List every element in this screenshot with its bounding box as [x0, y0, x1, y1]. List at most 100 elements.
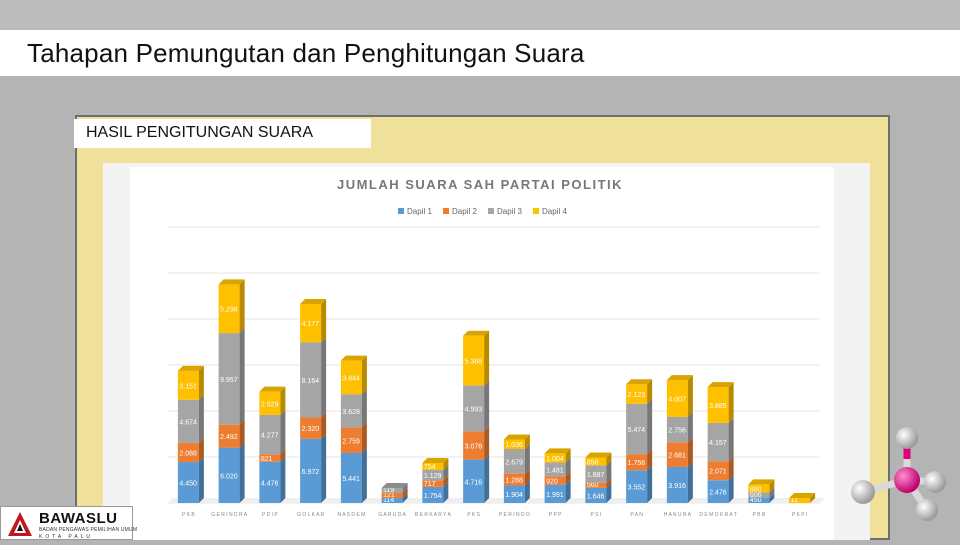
legend-swatch	[533, 208, 539, 214]
bar-segment	[748, 498, 770, 503]
top-strip	[0, 0, 960, 30]
data-label: 560	[587, 482, 599, 489]
bar-segment-side	[361, 422, 367, 453]
data-label: 3.628	[342, 409, 360, 416]
data-label: 3.076	[465, 443, 483, 450]
bar-segment	[748, 484, 770, 493]
bar-top	[626, 379, 653, 385]
data-label: 2.088	[179, 450, 197, 457]
data-label: 920	[546, 478, 558, 485]
bar-segment-side	[321, 412, 327, 439]
bar-segment-side	[687, 411, 693, 443]
bar-top	[340, 355, 367, 361]
data-label: 2.756	[668, 428, 686, 435]
bar-segment	[300, 303, 322, 343]
section-label: HASIL PENGITUNGAN SUARA	[86, 124, 314, 141]
data-label: 3.552	[628, 485, 646, 492]
data-label: 2.679	[505, 459, 523, 466]
bar-segment-side	[198, 457, 204, 503]
bar-segment-side	[198, 365, 204, 400]
bar-segment	[585, 487, 607, 503]
data-label: 1.288	[505, 478, 523, 485]
bar-segment	[422, 469, 444, 481]
data-label: 1.756	[628, 460, 646, 467]
bar-segment	[259, 391, 281, 415]
data-label: 1.887	[587, 472, 605, 479]
data-label: 5.441	[342, 476, 360, 483]
bar-segment	[259, 461, 281, 503]
data-label: 717	[424, 481, 436, 488]
bar-segment	[177, 462, 199, 503]
bar-top	[381, 483, 408, 488]
data-label: 2.681	[668, 453, 686, 460]
x-tick-label: D E M O K R A T	[699, 512, 736, 518]
bar-segment	[218, 333, 240, 425]
data-label: 3.885	[709, 403, 727, 410]
bar-segment-side	[687, 461, 693, 503]
bar-segment	[503, 439, 525, 449]
bar-segment	[300, 342, 322, 418]
legend-entry: Dapil 4	[542, 207, 567, 216]
data-label: 3.151	[179, 383, 197, 390]
x-tick-label: P E R I N D O	[499, 512, 530, 518]
bar-segment	[463, 335, 485, 386]
x-tick-label: P P P	[549, 512, 562, 518]
bar-segment-side	[239, 442, 245, 503]
bar-segment	[748, 492, 770, 498]
bar-segment	[259, 454, 281, 462]
bar-segment	[666, 380, 688, 417]
chart-floor	[168, 498, 825, 503]
bar-segment-side	[647, 465, 653, 503]
legend-swatch	[443, 208, 449, 214]
logo-city: KOTA PALU	[39, 534, 94, 540]
bar-segment-side	[280, 456, 286, 503]
x-tick-label: P A N	[630, 512, 643, 518]
legend-entry: Dapil 2	[452, 207, 477, 216]
data-label: 2.476	[709, 490, 727, 497]
data-label: 4.177	[302, 321, 320, 328]
bar-segment-side	[647, 379, 653, 404]
x-axis-labels: P K B G E R I N D R A P D I P G O L K A R N …	[182, 512, 807, 518]
bar-segment	[544, 484, 566, 503]
data-label: 4.007	[668, 397, 686, 404]
data-label: 114	[383, 497, 394, 504]
data-label: 4.450	[179, 481, 197, 488]
bar-segment-side	[606, 482, 612, 503]
bar-segment	[503, 448, 525, 474]
bar-segment-side	[402, 488, 408, 498]
bar-segment-side	[524, 468, 530, 486]
bar-segment	[218, 424, 240, 448]
data-label: 1.129	[424, 473, 442, 480]
bar-segment	[707, 461, 729, 481]
bar-segment-side	[647, 449, 653, 471]
data-label: 606	[750, 492, 762, 499]
bar-segment	[177, 442, 199, 463]
data-label: 880	[750, 486, 762, 493]
legend-entry: Dapil 1	[407, 207, 432, 216]
bar-segment	[544, 462, 566, 477]
bar-segment-side	[484, 454, 490, 503]
bar-segment	[463, 431, 485, 460]
data-label: 11	[791, 497, 798, 504]
bar-segment	[177, 370, 199, 400]
bar-segment-side	[728, 417, 734, 462]
legend-swatch	[488, 208, 494, 214]
bar-segment-side	[728, 475, 734, 503]
x-tick-label: P K S	[467, 512, 480, 518]
data-label: 3.916	[668, 483, 686, 490]
bar-segment-side	[321, 433, 327, 503]
bar-segment	[422, 462, 444, 470]
bar-segment-side	[484, 330, 490, 386]
data-label: 9.957	[220, 377, 238, 384]
bar-segment	[340, 427, 362, 453]
data-label: 4.277	[261, 433, 279, 440]
bar-top	[707, 382, 734, 388]
x-tick-label: P K P I	[792, 512, 807, 518]
bar-segment-side	[769, 487, 775, 498]
bar-segment-side	[443, 481, 449, 503]
bar-top	[259, 386, 286, 392]
bar-segment	[381, 493, 403, 498]
bar-segment-side	[402, 483, 408, 493]
data-label: 1.004	[546, 456, 564, 463]
